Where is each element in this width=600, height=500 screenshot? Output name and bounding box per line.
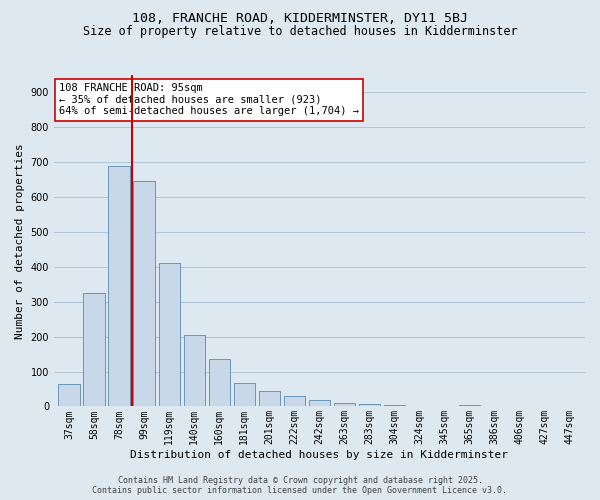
Text: 108, FRANCHE ROAD, KIDDERMINSTER, DY11 5BJ: 108, FRANCHE ROAD, KIDDERMINSTER, DY11 5… [132, 12, 468, 26]
Y-axis label: Number of detached properties: Number of detached properties [15, 143, 25, 338]
X-axis label: Distribution of detached houses by size in Kidderminster: Distribution of detached houses by size … [130, 450, 508, 460]
Bar [58, 384, 80, 406]
Bar [334, 403, 355, 406]
Bar [309, 400, 330, 406]
Bar [109, 166, 130, 406]
Text: Size of property relative to detached houses in Kidderminster: Size of property relative to detached ho… [83, 25, 517, 38]
Text: 108 FRANCHE ROAD: 95sqm
← 35% of detached houses are smaller (923)
64% of semi-d: 108 FRANCHE ROAD: 95sqm ← 35% of detache… [59, 84, 359, 116]
Bar [233, 382, 255, 406]
Bar [359, 404, 380, 406]
Bar [284, 396, 305, 406]
Bar [83, 293, 104, 406]
Bar [209, 360, 230, 406]
Bar [259, 390, 280, 406]
Bar [158, 264, 180, 406]
Bar [133, 182, 155, 406]
Text: Contains HM Land Registry data © Crown copyright and database right 2025.
Contai: Contains HM Land Registry data © Crown c… [92, 476, 508, 495]
Bar [184, 335, 205, 406]
